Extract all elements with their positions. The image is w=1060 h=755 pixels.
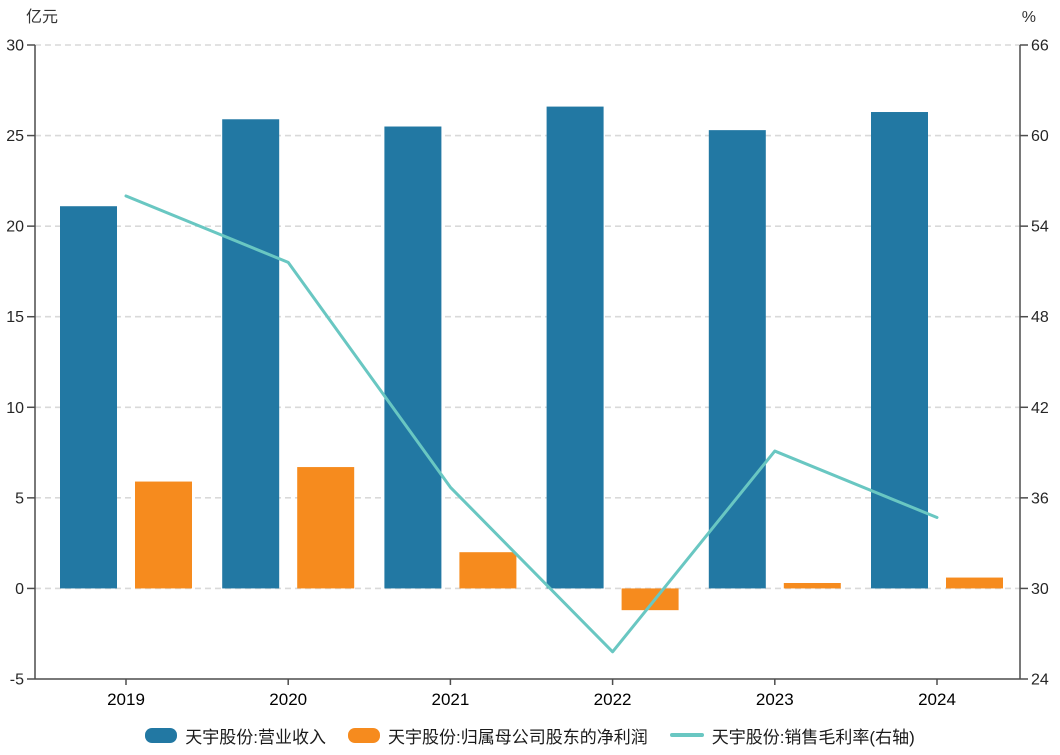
x-axis-category-label: 2023	[756, 690, 794, 709]
net-profit-bar-swatch-icon	[347, 727, 380, 743]
revenue-bar-swatch-icon	[145, 727, 178, 743]
left-axis-tick-label: 25	[6, 128, 24, 145]
left-axis-unit-label: 亿元	[26, 9, 59, 26]
right-axis-tick-label: 30	[1031, 581, 1049, 598]
right-axis-tick-label: 48	[1031, 309, 1049, 326]
bar-net-profit-2023	[783, 582, 841, 589]
x-axis-category-label: 2019	[107, 690, 145, 709]
left-axis-tick-label: 20	[6, 219, 24, 236]
legend-item-net-profit[interactable]: 天宇股份:归属母公司股东的净利润	[347, 723, 648, 748]
x-axis-category-label: 2022	[594, 690, 632, 709]
bar-revenue-2019	[60, 206, 117, 589]
bar-net-profit-2020	[297, 467, 355, 589]
left-axis-tick-label: 15	[6, 309, 24, 326]
legend-label-gross-margin: 天宇股份:销售毛利率(右轴)	[711, 727, 915, 747]
gross-margin-line	[124, 194, 939, 654]
legend-item-gross-margin[interactable]: 天宇股份:销售毛利率(右轴)	[669, 723, 915, 748]
right-axis-tick-label: 66	[1031, 38, 1049, 55]
plot-area: 30 25 20 15 10 5 0 -5 66 60 54 48 42 36 30 24 2019 2020 20…	[6, 38, 1049, 710]
x-axis-category-label: 2021	[431, 690, 469, 709]
bar-net-profit-2022	[621, 588, 679, 611]
right-axis-tick-label: 42	[1031, 400, 1049, 417]
left-axis-tick-label: 0	[15, 581, 24, 598]
bar-revenue-2022	[546, 106, 604, 589]
bar-net-profit-2021	[459, 552, 517, 589]
x-axis-category-label: 2020	[269, 690, 307, 709]
bar-revenue-2023	[708, 130, 766, 589]
legend-label-revenue: 天宇股份:营业收入	[185, 727, 326, 747]
legend: 天宇股份:营业收入 天宇股份:归属母公司股东的净利润 天宇股份:销售毛利率(右轴…	[0, 719, 1060, 751]
x-axis-category-label: 2024	[918, 690, 956, 709]
bar-revenue-2021	[384, 126, 442, 589]
legend-label-net-profit: 天宇股份:归属母公司股东的净利润	[387, 727, 648, 747]
right-axis-unit-label: %	[1021, 9, 1036, 26]
left-axis-tick-label: 5	[15, 490, 24, 507]
right-axis-tick-label: 60	[1031, 128, 1049, 145]
bar-net-profit-2024	[946, 577, 1003, 589]
left-axis-tick-label: -5	[10, 672, 24, 689]
right-axis-tick-label: 24	[1031, 672, 1049, 689]
bar-revenue-2020	[222, 119, 280, 589]
right-axis-tick-label: 54	[1031, 219, 1049, 236]
gross-margin-line-swatch-icon	[669, 733, 704, 737]
right-axis-tick-label: 36	[1031, 490, 1049, 507]
bar-net-profit-2019	[135, 481, 192, 589]
left-axis-tick-label: 30	[6, 38, 24, 55]
legend-item-revenue[interactable]: 天宇股份:营业收入	[145, 723, 326, 748]
left-axis-tick-label: 10	[6, 400, 24, 417]
bar-revenue-2024	[871, 112, 928, 589]
